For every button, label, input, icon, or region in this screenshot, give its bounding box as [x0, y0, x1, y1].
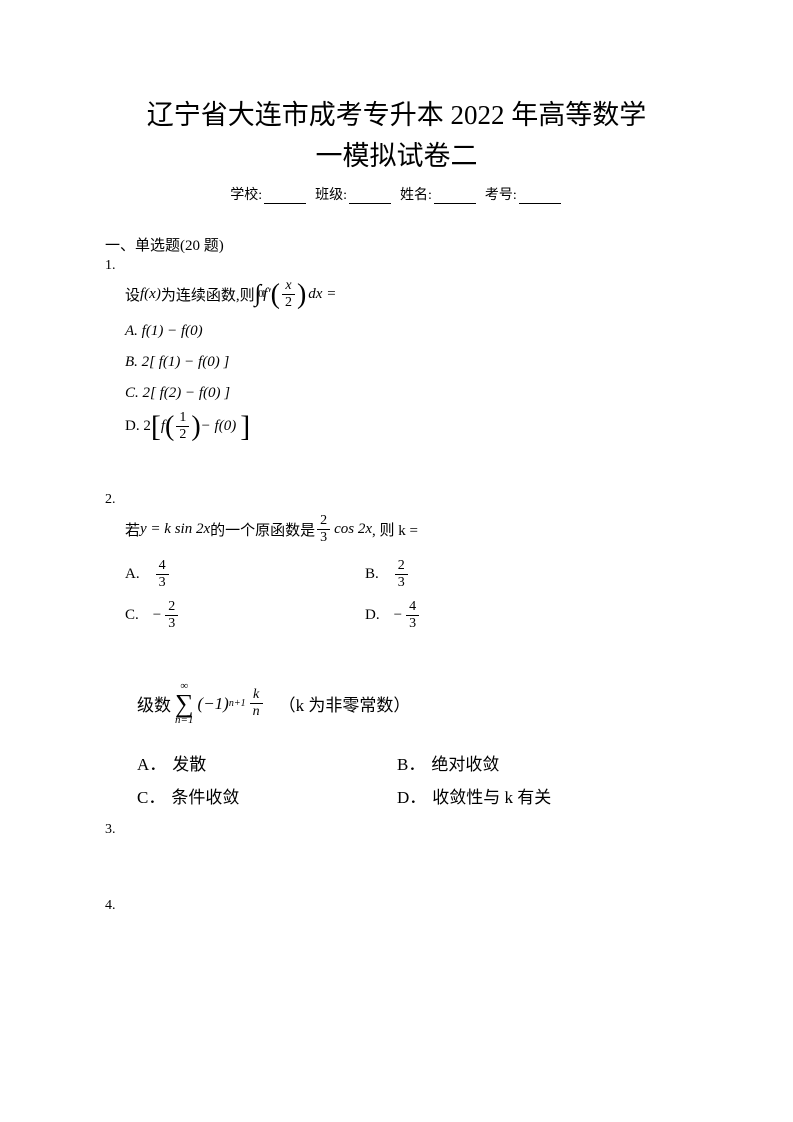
q2-c-frac: 2 3 [165, 600, 178, 631]
class-label: 班级: [315, 188, 347, 203]
q1-frac: x 2 [282, 279, 295, 310]
q2-c-den: 3 [165, 616, 178, 631]
q3-option-b: B． 绝对收敛 [397, 750, 657, 775]
q1-d-tail: − f(0) [201, 418, 237, 435]
q2-c-neg: − [153, 607, 161, 624]
q3-number: 3. [105, 822, 688, 838]
q3-a-text: 发散 [172, 755, 206, 774]
name-blank[interactable] [434, 188, 476, 204]
q1-number: 1. [105, 258, 688, 274]
page-title: 辽宁省大连市成考专升本 2022 年高等数学 一模拟试卷二 [105, 95, 688, 176]
q3-option-c: C． 条件收敛 [137, 783, 397, 808]
q2-c-num: 2 [165, 600, 178, 616]
q2-option-d: D. − 4 3 [365, 600, 605, 631]
question-3: 级数 ∞ ∑ n=1 (−1)n+1 k n （k 为非零常数） A． 发散 B．… [105, 681, 688, 816]
q2-mid: 的一个原函数是 [210, 519, 315, 540]
q3-frac-num: k [250, 688, 263, 704]
q2-b-den: 3 [395, 575, 408, 590]
q2-a-label: A. [125, 566, 140, 583]
q1-option-a: A. f(1) − f(0) [105, 318, 688, 345]
q1-frac-den: 2 [282, 295, 295, 310]
q2-option-a: A. 4 3 [125, 559, 365, 590]
q1-mid: 为连续函数,则 [161, 284, 255, 305]
q2-options: A. 4 3 B. 2 3 C. − 2 3 [105, 559, 688, 631]
q1-d-frac: 1 2 [176, 411, 189, 442]
q3-option-a: A． 发散 [137, 750, 397, 775]
q2-b-frac: 2 3 [395, 559, 408, 590]
q3-c-text: 条件收敛 [171, 788, 239, 807]
q3-term-sup: n+1 [229, 698, 246, 709]
q1-d-frac-num: 1 [176, 411, 189, 427]
q2-d-den: 3 [406, 616, 419, 631]
q3-stem: 级数 ∞ ∑ n=1 (−1)n+1 k n （k 为非零常数） [137, 681, 688, 726]
q1-stem: 设 f(x) 为连续函数,则 ∫10 f′ ( x 2 ) dx = [105, 279, 688, 310]
q3-d-label: D． [397, 788, 426, 807]
q2-d-neg: − [394, 607, 402, 624]
q1-dx: dx = [308, 286, 336, 303]
q2-d-num: 4 [406, 600, 419, 616]
q2-option-b: B. 2 3 [365, 559, 605, 590]
q2-frac-den: 3 [317, 530, 330, 545]
q3-a-label: A． [137, 755, 166, 774]
title-line1: 辽宁省大连市成考专升本 2022 年高等数学 [147, 100, 647, 130]
section-header: 一、单选题(20 题) [105, 234, 688, 255]
q2-a-den: 3 [156, 575, 169, 590]
question-2: 2. 若 y = k sin 2x 的一个原函数是 2 3 cos 2x , 则… [105, 492, 688, 631]
q1-fprime: f′ [263, 286, 270, 303]
q3-prefix: 级数 [137, 691, 171, 716]
q3-c-label: C． [137, 788, 165, 807]
q2-number: 2. [105, 492, 688, 508]
q2-a-frac: 4 3 [156, 559, 169, 590]
q2-frac: 2 3 [317, 514, 330, 545]
q1-option-b: B. 2[ f(1) − f(0) ] [105, 349, 688, 376]
q1-stem-prefix: 设 [125, 284, 140, 305]
class-blank[interactable] [349, 188, 391, 204]
q2-b-num: 2 [395, 559, 408, 575]
question-1: 1. 设 f(x) 为连续函数,则 ∫10 f′ ( x 2 ) dx = A.… [105, 258, 688, 442]
q2-c-label: C. [125, 607, 139, 624]
name-label: 姓名: [400, 188, 432, 203]
q3-note: （k 为非零常数） [279, 691, 411, 716]
q2-d-label: D. [365, 607, 380, 624]
q2-b-label: B. [365, 566, 379, 583]
q2-stem: 若 y = k sin 2x 的一个原函数是 2 3 cos 2x , 则 k … [105, 514, 688, 545]
q2-d-frac: 4 3 [406, 600, 419, 631]
school-label: 学校: [230, 188, 262, 203]
sigma-symbol: ∑ [175, 692, 194, 715]
q3-term: (−1) [198, 694, 229, 714]
q1-d-label: D. 2 [125, 418, 151, 435]
q2-frac-num: 2 [317, 514, 330, 530]
q1-option-d: D. 2 [ f ( 1 2 ) − f(0) ] [105, 411, 688, 442]
sigma-icon: ∞ ∑ n=1 [175, 681, 194, 726]
q3-frac-den: n [250, 704, 263, 719]
q1-option-c: C. 2[ f(2) − f(0) ] [105, 380, 688, 407]
q4-number: 4. [105, 898, 688, 914]
q2-y: y = k sin 2x [140, 521, 210, 538]
q1-d-frac-den: 2 [176, 427, 189, 442]
q2-a-num: 4 [156, 559, 169, 575]
q1-frac-num: x [282, 279, 295, 295]
q2-option-c: C. − 2 3 [125, 600, 365, 631]
q3-options: A． 发散 B． 绝对收敛 C． 条件收敛 D． 收敛性与 k 有关 [137, 750, 688, 816]
q3-b-text: 绝对收敛 [431, 755, 499, 774]
q3-option-d: D． 收敛性与 k 有关 [397, 783, 657, 808]
q3-b-label: B． [397, 755, 425, 774]
q2-prefix: 若 [125, 519, 140, 540]
title-line2: 一模拟试卷二 [316, 141, 478, 171]
q2-suffix: , 则 k = [372, 519, 418, 540]
info-line: 学校: 班级: 姓名: 考号: [105, 184, 688, 204]
examno-label: 考号: [485, 188, 517, 203]
q1-fx: f(x) [140, 286, 161, 303]
sigma-bot: n=1 [175, 715, 194, 726]
q3-frac: k n [250, 688, 263, 719]
q3-d-text: 收敛性与 k 有关 [432, 788, 551, 807]
q2-cos: cos 2x [334, 521, 372, 538]
examno-blank[interactable] [519, 188, 561, 204]
school-blank[interactable] [264, 188, 306, 204]
